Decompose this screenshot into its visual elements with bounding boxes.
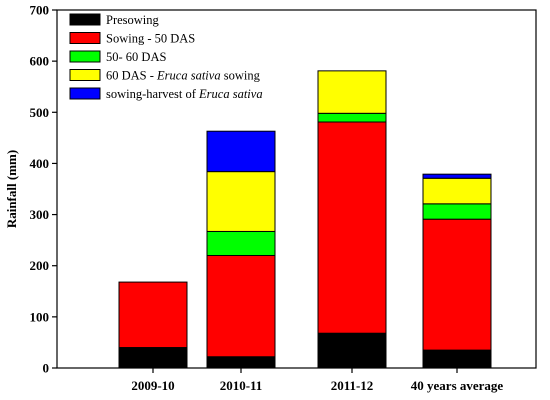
bar-segment — [422, 349, 492, 369]
legend-swatch — [69, 69, 101, 81]
bar-segment — [206, 171, 276, 232]
y-tick-label: 700 — [30, 3, 50, 18]
bar-segment — [317, 332, 387, 369]
y-axis-title: Rainfall (mm) — [4, 150, 19, 228]
y-tick-label: 600 — [30, 54, 50, 69]
legend-label: 50- 60 DAS — [106, 50, 166, 64]
legend-label: 60 DAS - Eruca sativa sowing — [106, 69, 261, 83]
bar-stack — [422, 173, 492, 369]
y-tick-label: 300 — [30, 207, 50, 222]
bar-segment — [422, 173, 492, 179]
bar-stack — [206, 130, 276, 369]
x-tick-label: 2009-10 — [131, 378, 174, 393]
bar-segment — [118, 281, 188, 349]
legend-label: Presowing — [106, 13, 160, 27]
y-tick-label: 500 — [30, 105, 50, 120]
legend-swatch — [69, 13, 101, 26]
bar-stack — [118, 281, 188, 369]
legend-swatch — [69, 32, 101, 44]
y-tick-label: 200 — [30, 258, 50, 273]
bar-segment — [206, 130, 276, 173]
axes-layer: 0 100 200 300 400 500 600 700 2009-10 2010-11 2011… — [30, 3, 537, 393]
bar-segment — [422, 218, 492, 351]
bar-segment — [206, 356, 276, 369]
y-tick-label: 400 — [30, 156, 50, 171]
bar-segment — [317, 121, 387, 334]
x-tick-label: 2011-12 — [331, 378, 374, 393]
bar-segment — [206, 230, 276, 256]
bar-segment — [422, 203, 492, 220]
bars-layer — [118, 70, 492, 369]
x-tick-label: 40 years average — [411, 378, 504, 393]
bar-segment — [317, 70, 387, 114]
legend-swatch — [69, 50, 101, 63]
y-tick-label: 100 — [30, 309, 50, 324]
bar-segment — [317, 112, 387, 123]
x-tick-label: 2010-11 — [220, 378, 263, 393]
bar-segment — [206, 254, 276, 358]
legend: Presowing Sowing - 50 DAS 50- 60 DAS 60 DAS… — [69, 13, 263, 101]
y-tick-label: 0 — [43, 361, 50, 376]
legend-label: sowing-harvest of Eruca sativa — [106, 87, 263, 101]
plot-frame — [56, 9, 537, 369]
bar-stack — [317, 70, 387, 369]
legend-label: Sowing - 50 DAS — [106, 32, 195, 46]
bar-segment — [118, 347, 188, 369]
legend-swatch — [69, 87, 101, 100]
bar-segment — [422, 177, 492, 205]
